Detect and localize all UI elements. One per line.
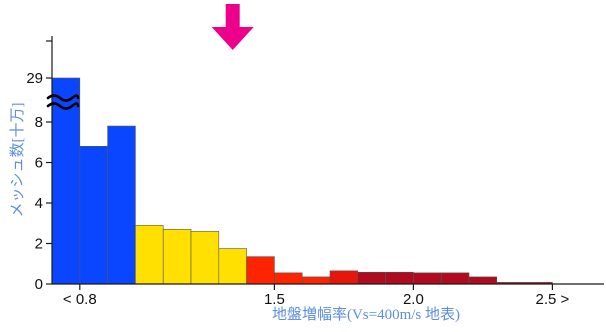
x-axis-label: 地盤増幅率(Vs=400m/s 地表) — [272, 306, 460, 323]
marker-layer — [211, 4, 254, 50]
x-tick-label: 1.5 — [264, 291, 285, 308]
y-axis-label: メッシュ数[十万] — [9, 103, 26, 218]
axes-layer — [51, 36, 604, 285]
histogram-bar — [385, 271, 414, 285]
x-tick-label: 2.5 > — [536, 291, 570, 308]
histogram-bar — [357, 271, 386, 285]
y-tick-label: 4 — [35, 195, 43, 212]
x-tick-label: < 0.8 — [63, 291, 97, 308]
histogram-bar — [190, 231, 220, 285]
histogram-bar — [79, 146, 108, 285]
histogram-bar — [51, 77, 81, 285]
histogram-bar — [301, 276, 331, 285]
y-tick-label: 8 — [35, 114, 43, 131]
histogram-bar — [440, 272, 470, 285]
y-tick-label: 0 — [35, 276, 43, 293]
axis-break-wave — [46, 94, 80, 102]
histogram-bar — [468, 276, 498, 285]
y-tick-label: 29 — [26, 70, 43, 87]
bars-layer — [51, 77, 553, 285]
histogram-bar — [274, 272, 303, 285]
x-ticks-layer: < 0.8 1.5 2.0 2.5 > — [63, 284, 570, 308]
axis-break-wave — [46, 102, 80, 110]
histogram-bar — [413, 272, 442, 285]
axis-break-layer — [46, 94, 80, 110]
y-ticks-layer: 0 2 4 6 8 29 — [26, 40, 52, 293]
y-tick-label: 6 — [35, 155, 43, 172]
histogram-bar — [246, 256, 275, 285]
histogram-bar — [329, 270, 359, 285]
histogram-bar — [162, 229, 192, 285]
y-tick-label: 2 — [35, 236, 43, 253]
pointer-arrow-icon — [211, 4, 254, 50]
histogram-bar — [135, 224, 164, 285]
histogram-bar — [218, 248, 247, 285]
histogram-bar — [107, 125, 136, 285]
x-tick-label: 2.0 — [403, 291, 424, 308]
